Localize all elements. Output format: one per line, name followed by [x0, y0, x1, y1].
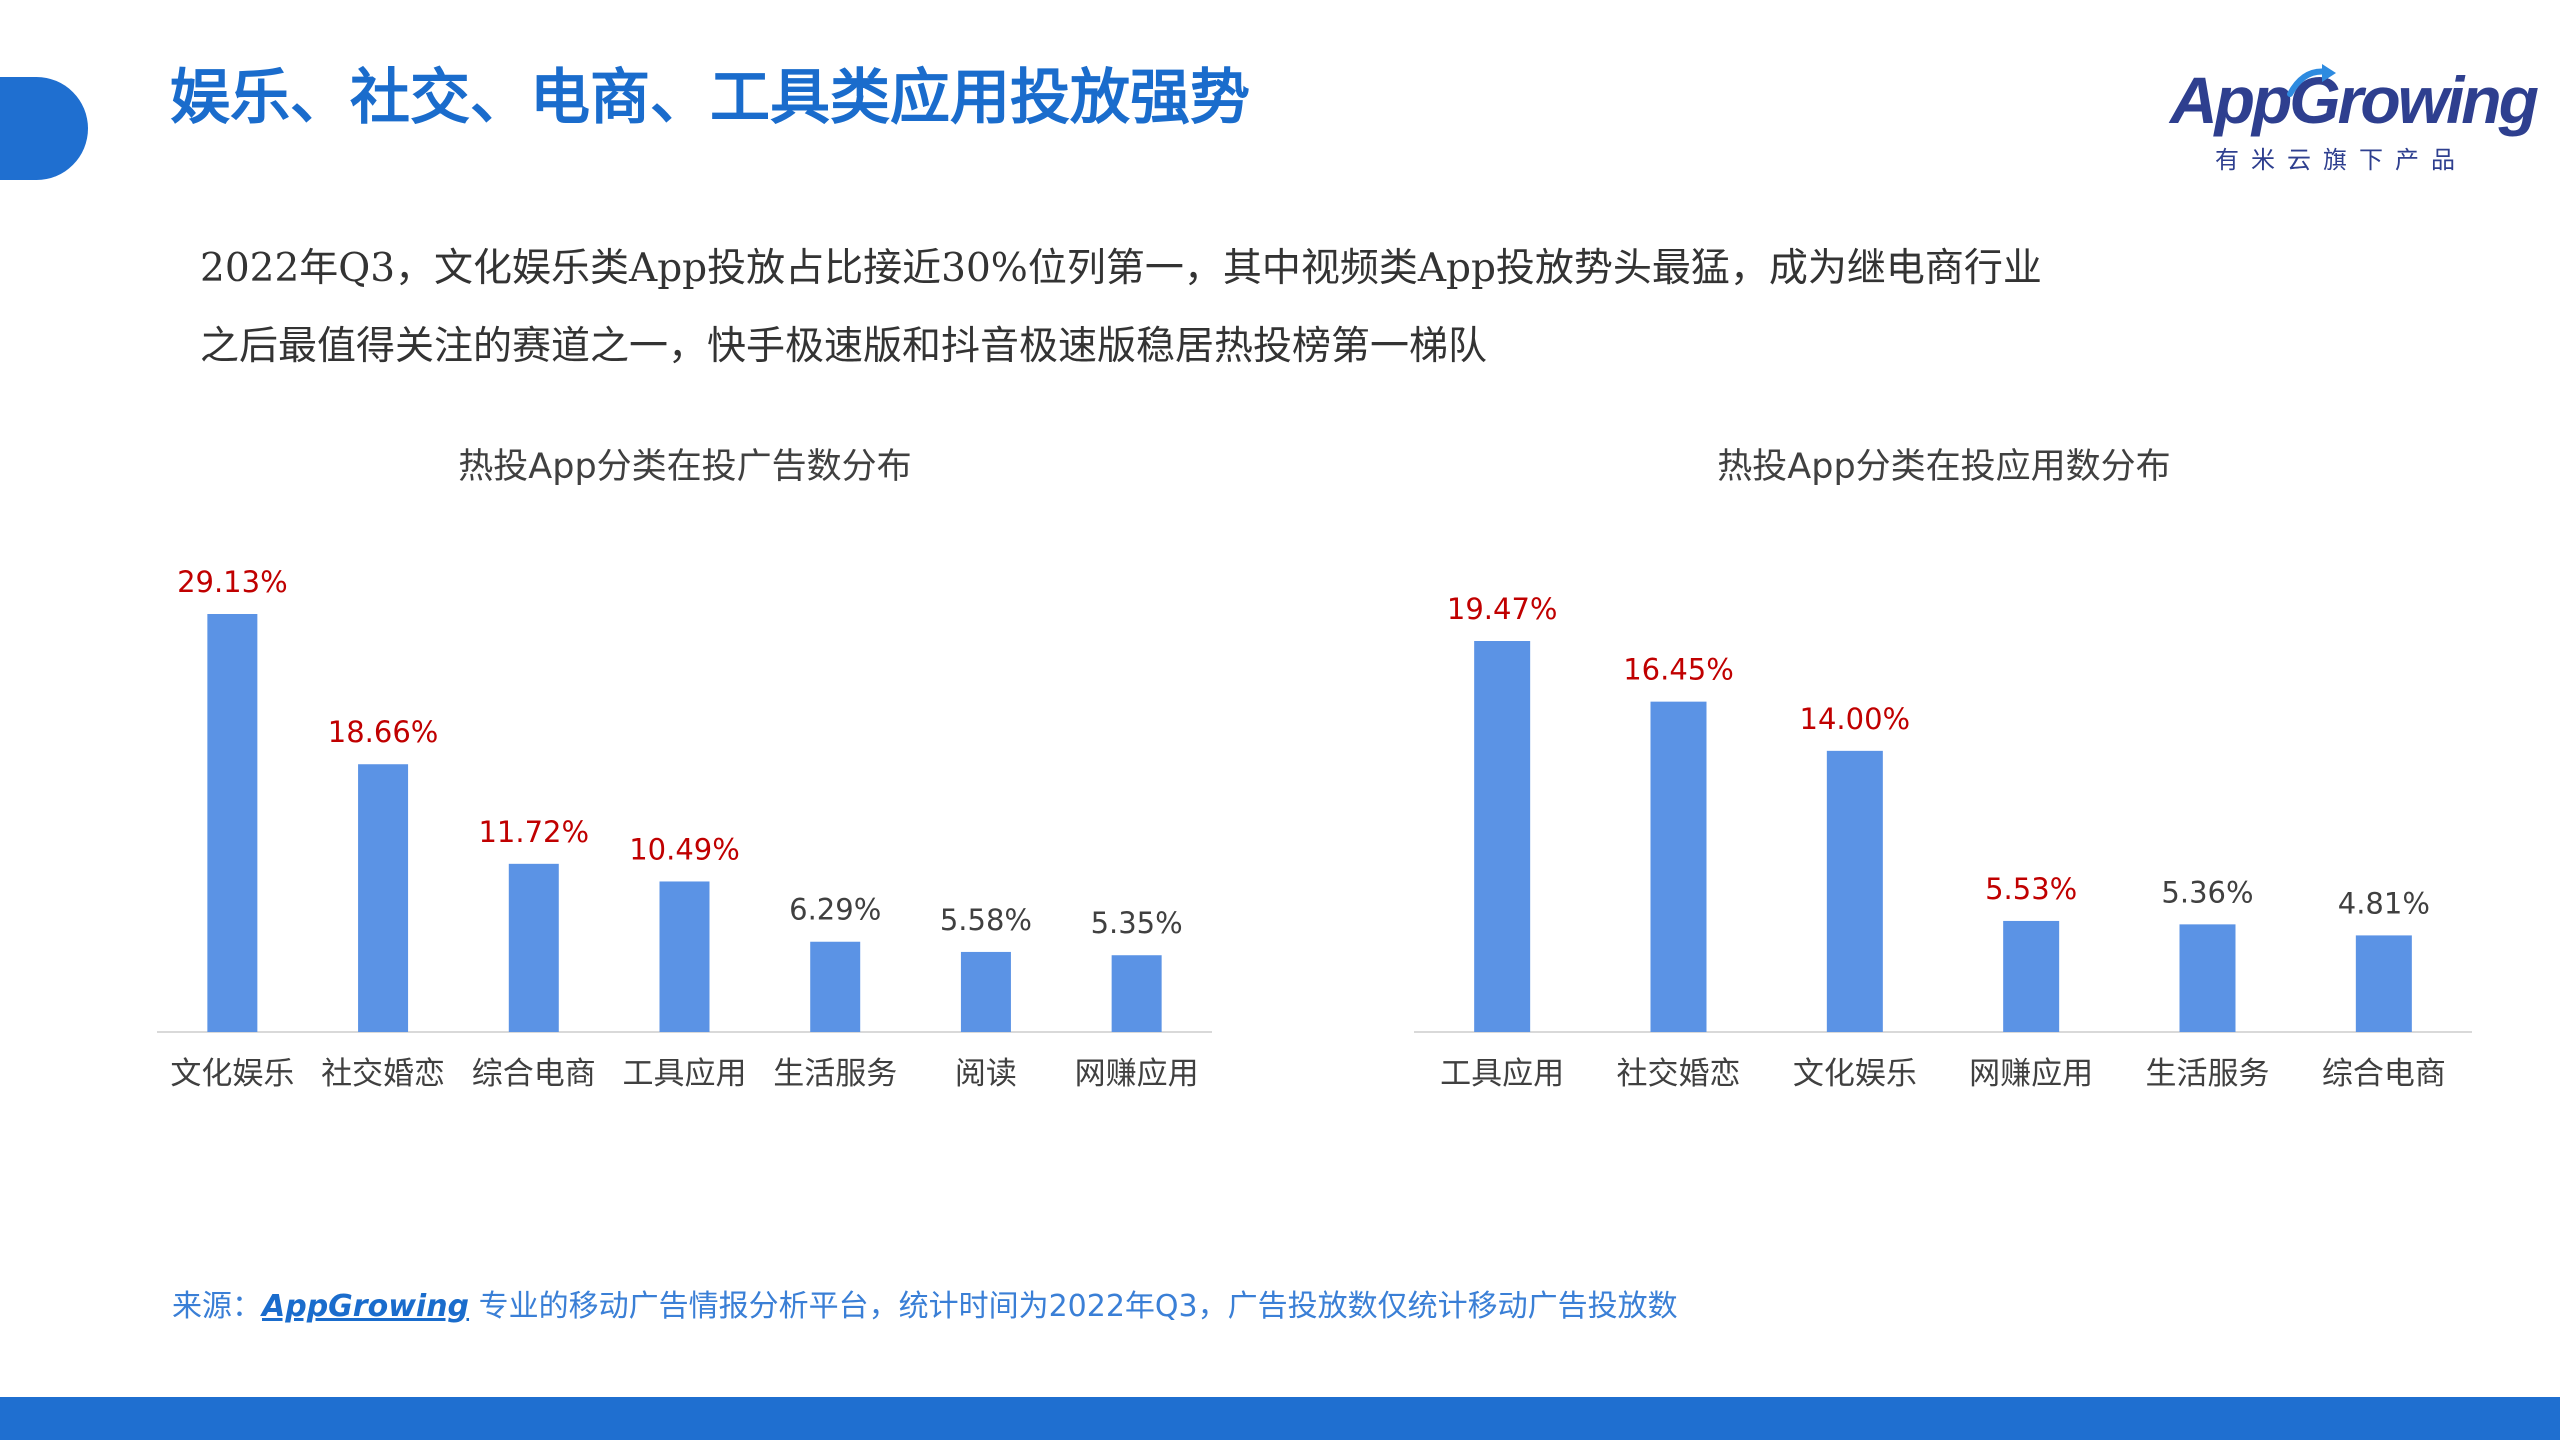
- chart-2-category-label: 社交婚恋: [1617, 1056, 1741, 1092]
- source-prefix: 来源：: [172, 1289, 262, 1324]
- chart-1-category-label: 社交婚恋: [321, 1056, 445, 1092]
- chart-1-bar: [659, 881, 710, 1032]
- logo-wordmark: AppGrowing: [2170, 63, 2539, 137]
- source-note: 来源：AppGrowing 专业的移动广告情报分析平台，统计时间为2022年Q3…: [172, 1285, 1678, 1329]
- chart-2-data-label: 16.45%: [1623, 653, 1734, 687]
- chart-1-data-label: 6.29%: [789, 893, 881, 927]
- chart-2-bar: [1650, 701, 1707, 1032]
- chart-1-data-label: 29.13%: [177, 565, 288, 599]
- chart-2-data-label: 5.53%: [1985, 872, 2077, 906]
- chart-2-bar: [1474, 641, 1531, 1032]
- chart-1-category-label: 网赚应用: [1075, 1056, 1199, 1092]
- logo-arrow-icon: [2287, 64, 2336, 97]
- chart-2-data-label: 5.36%: [2161, 875, 2253, 909]
- chart-1-data-label: 18.66%: [328, 715, 439, 749]
- chart-2-bar: [1826, 750, 1883, 1032]
- source-brand-link[interactable]: AppGrowing: [262, 1289, 470, 1324]
- chart-2-category-label: 网赚应用: [1969, 1056, 2093, 1092]
- chart-2-category-label: 生活服务: [2146, 1056, 2270, 1092]
- chart-1-bar: [358, 764, 409, 1032]
- intro-line-2: 之后最值得关注的赛道之一，快手极速版和抖音极速版稳居热投榜第一梯队: [200, 324, 1488, 369]
- chart-1-bar: [810, 941, 861, 1032]
- chart-2-data-label: 14.00%: [1800, 702, 1911, 736]
- chart-1-bar: [960, 951, 1011, 1032]
- chart-1-category-label: 阅读: [955, 1056, 1017, 1092]
- chart-1-bar: [508, 863, 559, 1032]
- source-text: 专业的移动广告情报分析平台，统计时间为2022年Q3，广告投放数仅统计移动广告投…: [469, 1289, 1678, 1324]
- chart-1-category-label: 工具应用: [623, 1056, 747, 1092]
- chart-2-bar: [2179, 924, 2236, 1032]
- intro-line-1: 2022年Q3，文化娱乐类App投放占比接近30%位列第一，其中视频类App投放…: [200, 246, 2042, 291]
- chart-2-category-label: 工具应用: [1440, 1056, 1564, 1092]
- chart-2-category-label: 文化娱乐: [1793, 1056, 1917, 1092]
- bottom-accent-bar: [0, 1397, 2560, 1440]
- chart-1-category-label: 生活服务: [773, 1056, 897, 1092]
- page-title: 娱乐、社交、电商、工具类应用投放强势: [170, 63, 1250, 133]
- chart-1-data-label: 11.72%: [478, 815, 589, 849]
- chart-1-data-label: 5.58%: [940, 903, 1032, 937]
- appgrowing-logo: AppGrowing 有米云旗下产品: [2170, 60, 2539, 175]
- chart-2-title: 热投App分类在投应用数分布: [1717, 447, 2171, 487]
- chart-2-bar: [2355, 935, 2412, 1032]
- chart-1-category-label: 综合电商: [472, 1056, 596, 1092]
- chart-1-category-label: 文化娱乐: [170, 1056, 294, 1092]
- chart-2-data-label: 4.81%: [2338, 886, 2430, 920]
- chart-1-bar: [1111, 955, 1162, 1032]
- chart-2-data-label: 19.47%: [1447, 592, 1558, 626]
- logo-subtitle: 有米云旗下产品: [2215, 146, 2467, 174]
- left-accent-tab: [0, 77, 88, 180]
- chart-1-bar: [207, 614, 258, 1032]
- chart-1-data-label: 10.49%: [629, 832, 740, 866]
- chart-2-category-label: 综合电商: [2322, 1056, 2446, 1092]
- intro-paragraph: 2022年Q3，文化娱乐类App投放占比接近30%位列第一，其中视频类App投放…: [200, 230, 2160, 386]
- chart-1-data-label: 5.35%: [1091, 906, 1183, 940]
- chart-1-title: 热投App分类在投广告数分布: [458, 447, 912, 487]
- chart-2-bar: [2003, 920, 2060, 1032]
